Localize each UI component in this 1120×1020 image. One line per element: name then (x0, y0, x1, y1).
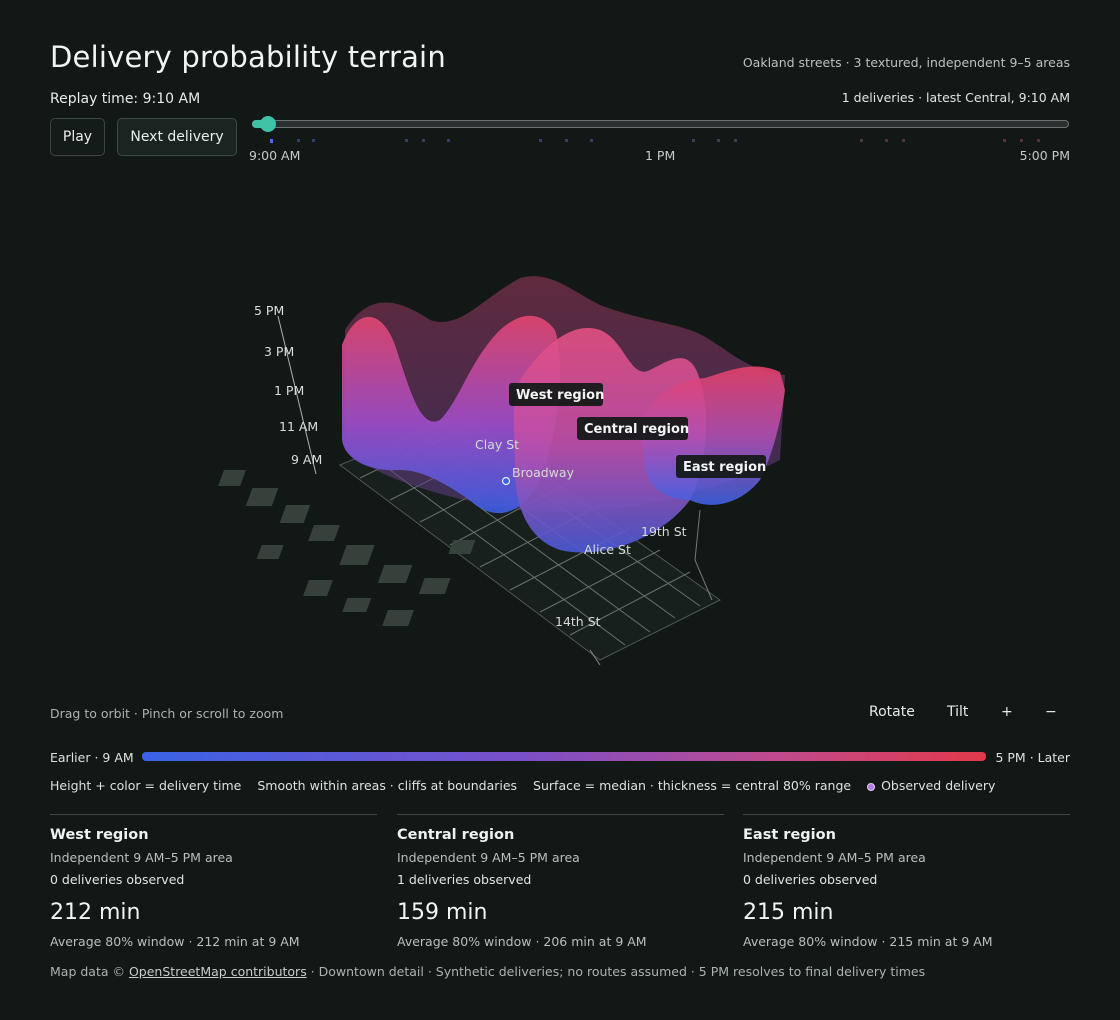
region-card-window: Average 80% window · 206 min at 9 AM (397, 934, 647, 949)
tilt-button[interactable]: Tilt (947, 704, 969, 720)
legend-note-surface: Surface = median · thickness = central 8… (533, 778, 852, 793)
street-label-alice: Alice St (584, 542, 631, 557)
time-slider-track[interactable] (252, 120, 1069, 128)
region-card-count: 0 deliveries observed (743, 872, 878, 887)
observed-delivery-marker[interactable] (501, 476, 511, 486)
axis-label-5pm: 5 PM (254, 303, 284, 318)
zoom-in-button[interactable]: + (1001, 704, 1013, 720)
axis-label-11am: 11 AM (279, 419, 318, 434)
svg-text:Central region: Central region (584, 422, 689, 437)
region-card-east: East region Independent 9 AM–5 PM area 0… (743, 814, 1070, 949)
osm-link[interactable]: OpenStreetMap contributors (128, 964, 307, 979)
legend-start-label: Earlier · 9 AM (50, 750, 134, 765)
svg-text:East region: East region (683, 460, 766, 475)
street-label-broadway: Broadway (512, 465, 575, 480)
axis-label-1pm: 1 PM (274, 383, 304, 398)
slider-tick-start: 9:00 AM (249, 148, 301, 163)
street-label-clay: Clay St (475, 437, 519, 452)
terrain-west-surface (342, 315, 560, 514)
region-card-subtitle: Independent 9 AM–5 PM area (397, 850, 580, 865)
delivery-markers (270, 139, 1040, 143)
observed-dot-icon (867, 782, 876, 791)
slider-tick-mid: 1 PM (645, 148, 676, 163)
zoom-out-button[interactable]: − (1045, 704, 1057, 720)
legend-color-bar (142, 752, 986, 761)
legend-observed-label: Observed delivery (881, 778, 996, 793)
region-tag-east[interactable]: East region (676, 455, 766, 478)
region-card-name: Central region (397, 827, 515, 843)
deliveries-status: 1 deliveries · latest Central, 9:10 AM (841, 90, 1070, 105)
region-card-central: Central region Independent 9 AM–5 PM are… (397, 814, 724, 949)
axis-label-9am: 9 AM (291, 452, 322, 467)
footer-prefix: Map data © (50, 964, 129, 979)
legend-observed: Observed delivery (867, 778, 995, 793)
region-card-metric: 215 min (743, 900, 834, 925)
region-card-window: Average 80% window · 215 min at 9 AM (743, 934, 993, 949)
region-card-metric: 159 min (397, 900, 488, 925)
legend-notes: Height + color = delivery time Smooth wi… (50, 778, 995, 793)
replay-time: Replay time: 9:10 AM (50, 91, 201, 107)
page-subtitle: Oakland streets · 3 textured, independen… (742, 55, 1070, 70)
building-blocks (218, 470, 476, 626)
footer-suffix: · Downtown detail · Synthetic deliveries… (306, 964, 926, 979)
region-card-name: East region (743, 827, 836, 843)
street-label-14th: 14th St (555, 614, 601, 629)
street-label-19th: 19th St (641, 524, 687, 539)
page-title: Delivery probability terrain (50, 40, 446, 74)
axis-label-3pm: 3 PM (264, 344, 294, 359)
region-tag-central[interactable]: Central region (577, 417, 689, 440)
legend-note-smooth: Smooth within areas · cliffs at boundari… (257, 778, 518, 793)
region-card-count: 1 deliveries observed (397, 872, 532, 887)
legend-end-label: 5 PM · Later (995, 750, 1070, 765)
orbit-hint: Drag to orbit · Pinch or scroll to zoom (50, 706, 284, 721)
next-delivery-button[interactable]: Next delivery (117, 118, 237, 156)
region-tag-west[interactable]: West region (509, 383, 604, 406)
region-card-subtitle: Independent 9 AM–5 PM area (743, 850, 926, 865)
region-card-window: Average 80% window · 212 min at 9 AM (50, 934, 300, 949)
time-slider-thumb[interactable] (260, 116, 277, 132)
time-axis (277, 315, 317, 475)
time-slider-fill (252, 120, 269, 128)
rotate-button[interactable]: Rotate (869, 704, 915, 720)
play-button[interactable]: Play (50, 118, 105, 156)
footer: Map data © OpenStreetMap contributors · … (50, 964, 925, 979)
region-card-name: West region (50, 827, 149, 843)
legend-note-height: Height + color = delivery time (50, 778, 242, 793)
region-card-subtitle: Independent 9 AM–5 PM area (50, 850, 233, 865)
slider-tick-end: 5:00 PM (1019, 148, 1070, 163)
region-card-west: West region Independent 9 AM–5 PM area 0… (50, 814, 377, 949)
region-card-count: 0 deliveries observed (50, 872, 185, 887)
region-card-metric: 212 min (50, 900, 141, 925)
terrain-view[interactable]: 5 PM 3 PM 1 PM 11 AM 9 AM Clay St Broadw… (0, 170, 1120, 690)
svg-text:West region: West region (516, 388, 604, 403)
